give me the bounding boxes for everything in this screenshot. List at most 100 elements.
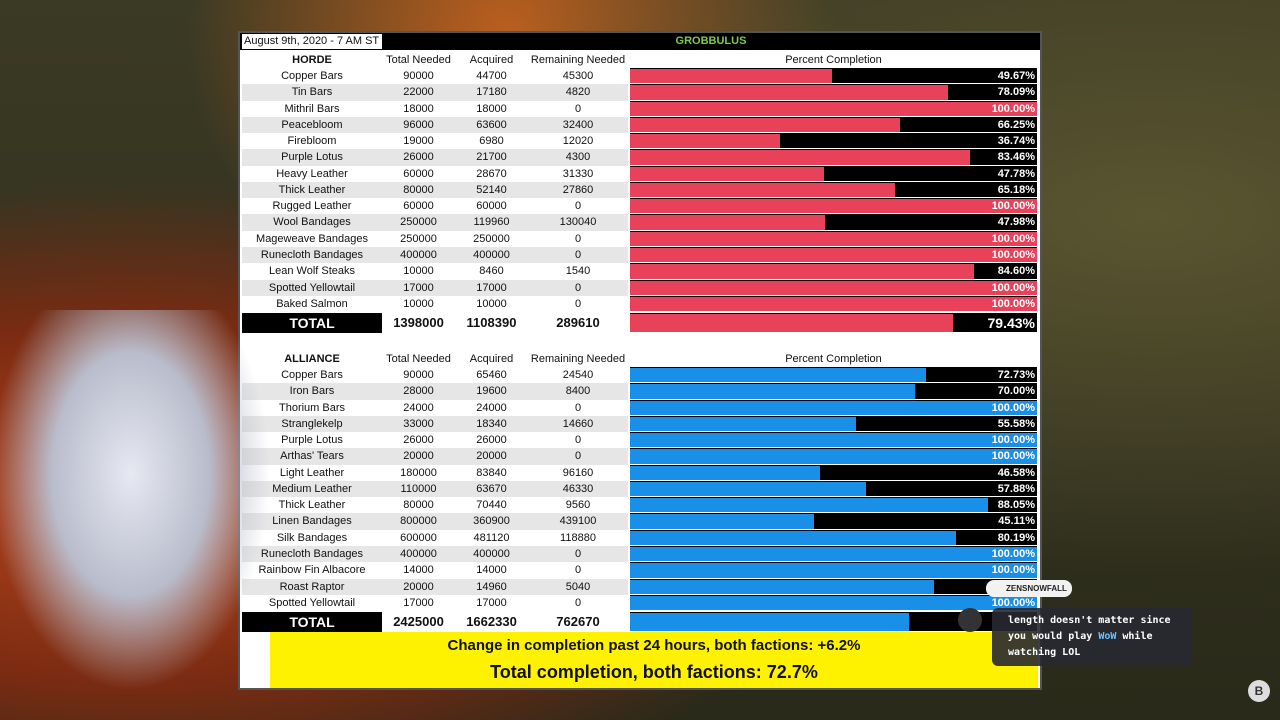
cell-item: Copper Bars <box>281 369 343 381</box>
row-shade <box>242 578 628 595</box>
cell-item: Medium Leather <box>272 482 352 495</box>
cell-total: 400000 <box>400 547 437 560</box>
percent-bar <box>630 231 1037 246</box>
percent-label: 45.11% <box>998 515 1035 528</box>
cell-acquired: 119960 <box>473 216 510 229</box>
percent-label: 100.00% <box>991 596 1035 609</box>
cell-remaining: 0 <box>574 232 582 245</box>
percent-bar <box>630 514 814 529</box>
cell-remaining: 12020 <box>562 135 594 148</box>
cell-remaining: 289610 <box>556 315 600 331</box>
cell-remaining: 0 <box>574 102 582 115</box>
percent-bar <box>630 384 915 399</box>
chat-message: length doesn't matter since you would pl… <box>992 608 1192 666</box>
header-bar <box>240 33 1040 50</box>
row-shade <box>242 383 628 400</box>
percent-bar <box>630 368 926 383</box>
percent-label: 65.18% <box>997 183 1035 196</box>
percent-label: 100.00% <box>991 281 1035 294</box>
cell-acquired: 360900 <box>473 515 510 528</box>
cell-acquired: 52140 <box>476 183 507 196</box>
column-header: Acquired <box>469 54 514 66</box>
cell-acquired: 60000 <box>476 200 507 213</box>
percent-label: 100.00% <box>991 102 1035 115</box>
cell-total: 18000 <box>403 102 434 115</box>
cell-item: Stranglekelp <box>281 417 343 430</box>
percent-label: 100.00% <box>991 434 1035 447</box>
chat-avatar <box>958 608 982 632</box>
cell-acquired: 17180 <box>476 86 507 99</box>
percent-label: 80.19% <box>997 531 1035 544</box>
cell-remaining: 5040 <box>565 580 591 593</box>
cell-item: Rugged Leather <box>272 200 352 213</box>
cell-remaining: 45300 <box>562 70 594 82</box>
percent-label: 78.09% <box>997 86 1035 99</box>
tables: HORDE Total Needed Acquired Remaining Neede… <box>240 33 1040 688</box>
percent-bar <box>630 69 833 84</box>
row-shade <box>242 246 628 264</box>
cell-remaining: 32400 <box>562 118 594 131</box>
percent-bar <box>630 85 948 100</box>
cell-total: 250000 <box>400 232 437 245</box>
cell-acquired: 8460 <box>479 265 504 278</box>
column-header: Percent Completion <box>785 353 882 365</box>
percent-label: 47.78% <box>997 167 1035 180</box>
cell-item: Thick Leather <box>278 499 346 512</box>
cell-acquired: 400000 <box>473 547 510 560</box>
column-header: Acquired <box>469 353 514 365</box>
cell-acquired: 28670 <box>476 167 507 180</box>
percent-bar <box>630 247 1037 263</box>
cell-remaining: 31330 <box>562 167 594 180</box>
chat-username: ZENSNOWFALL <box>986 580 1072 597</box>
cell-acquired: 21700 <box>476 151 507 164</box>
cell-acquired: 20000 <box>476 450 507 463</box>
cell-acquired: 17000 <box>476 596 507 609</box>
percent-label: 55.58% <box>997 417 1035 430</box>
spreadsheet: August 9th, 2020 - 7 AM ST GROBBULUS HOR… <box>238 31 1042 690</box>
cell-total: 33000 <box>403 417 434 430</box>
cell-acquired: 83840 <box>476 466 507 479</box>
percent-label: 49.67% <box>997 70 1035 82</box>
cell-total: 800000 <box>400 515 437 528</box>
row-shade <box>242 480 628 498</box>
chat-text: WoW <box>1098 631 1117 642</box>
cell-total: 10000 <box>403 265 434 278</box>
cell-acquired: 18340 <box>476 417 507 430</box>
cell-total: 17000 <box>403 281 434 294</box>
cell-total: 600000 <box>400 531 437 544</box>
chat-text: while watching LOL <box>1008 631 1153 658</box>
column-header: Total Needed <box>386 353 451 365</box>
streamer-avatar <box>0 310 290 720</box>
percent-label: 46.58% <box>997 466 1035 479</box>
cell-remaining: 0 <box>574 248 582 261</box>
cell-item: Arthas' Tears <box>280 450 344 463</box>
cell-item: Linen Bandages <box>272 515 352 528</box>
faction-header: ALLIANCE <box>284 353 340 365</box>
chat-text: length doesn't matter since you would pl… <box>1008 615 1171 642</box>
percent-bar <box>630 498 989 513</box>
cell-total: 96000 <box>403 118 434 131</box>
cell-remaining: 0 <box>574 297 582 310</box>
cell-item: Firebloom <box>287 135 337 148</box>
cell-total: 60000 <box>403 167 434 180</box>
percent-bar <box>630 579 935 594</box>
faction-header: HORDE <box>292 54 332 66</box>
percent-bar <box>630 264 975 279</box>
percent-bar <box>630 400 1037 415</box>
cell-remaining: 0 <box>574 281 582 294</box>
cell-item: Purple Lotus <box>281 151 343 164</box>
cell-remaining: 0 <box>574 401 582 414</box>
cell-remaining: 27860 <box>562 183 594 196</box>
row-shade <box>242 279 628 296</box>
cell-acquired: 10000 <box>476 297 507 310</box>
cell-acquired: 63670 <box>476 482 507 495</box>
percent-label: 100.00% <box>991 200 1035 213</box>
percent-label: 100.00% <box>991 248 1035 261</box>
cell-total: 14000 <box>403 564 434 577</box>
cell-item: Spotted Yellowtail <box>268 596 356 609</box>
percent-label: 83.46% <box>997 151 1035 164</box>
percent-bar <box>630 433 1037 448</box>
row-shade <box>242 116 628 134</box>
cell-remaining: 14660 <box>562 417 594 430</box>
